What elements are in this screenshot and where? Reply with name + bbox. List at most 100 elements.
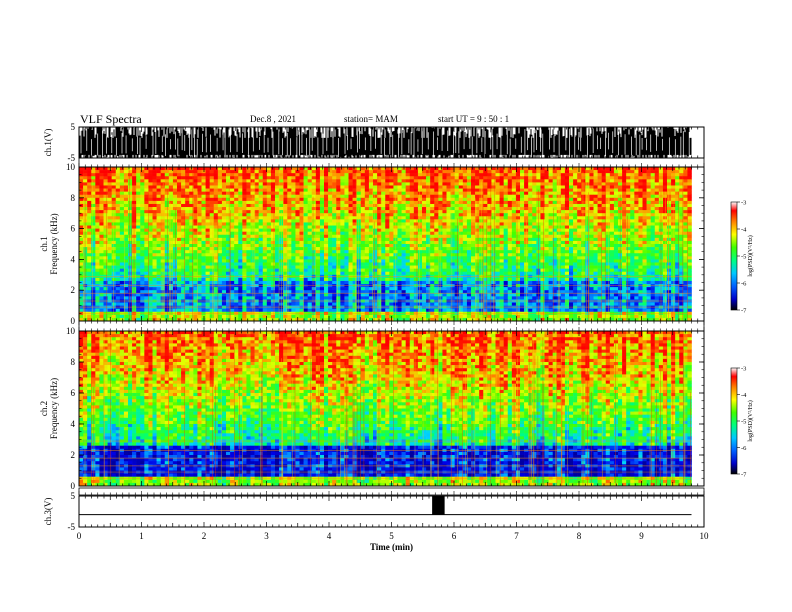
spectrogram-cell	[564, 244, 570, 248]
spectrogram-cell	[630, 225, 635, 229]
spectrogram-cell	[332, 231, 337, 236]
spectrogram-cell	[160, 194, 166, 199]
spectrogram-cell	[242, 259, 247, 263]
spectrogram-cell	[99, 194, 104, 199]
spectrogram-cell	[483, 222, 488, 226]
spectrogram-cell	[577, 167, 582, 171]
spectrogram-cell	[307, 176, 313, 180]
spectrogram-cell	[426, 185, 431, 189]
spectrogram-cell	[401, 225, 406, 229]
spectrogram-cell	[91, 185, 96, 189]
spectrogram-cell	[226, 210, 231, 214]
spectrogram-cell	[185, 225, 190, 229]
spectrogram-cell	[185, 231, 190, 236]
spectrogram-cell	[275, 253, 280, 257]
spectrogram-cell	[107, 216, 112, 220]
spectrogram-cell	[683, 253, 688, 257]
spectrogram-cell	[560, 179, 566, 183]
spectrogram-cell	[605, 194, 611, 199]
spectrogram-cell	[270, 222, 276, 226]
spectrogram-cell	[181, 191, 186, 196]
spectrogram-cell	[205, 213, 210, 217]
spectrogram-cell	[479, 259, 484, 263]
spectrogram-cell	[344, 262, 349, 266]
spectrogram-cell	[667, 222, 672, 226]
spectrogram-cell	[626, 185, 631, 189]
spectrogram-cell	[254, 253, 259, 257]
spectrogram-cell	[381, 237, 386, 242]
spectrogram-cell	[79, 231, 84, 236]
spectrogram-cell	[111, 253, 117, 257]
spectrogram-cell	[634, 210, 639, 214]
spectrogram-cell	[103, 259, 108, 263]
spectrogram-cell	[340, 200, 345, 205]
spectrogram-cell	[332, 194, 337, 199]
spectrogram-cell	[605, 207, 611, 211]
spectrogram-cell	[181, 179, 186, 183]
spectrogram-cell	[189, 219, 194, 223]
spectrogram-cell	[373, 194, 378, 199]
spectrogram-cell	[279, 191, 284, 196]
spectrogram-cell	[507, 240, 513, 245]
spectrogram-cell	[601, 200, 607, 205]
spectrogram-cell	[524, 213, 529, 217]
spectrogram-cell	[389, 231, 394, 236]
spectrogram-cell	[654, 210, 660, 214]
spectrogram-cell	[499, 173, 504, 177]
spectrogram-cell	[209, 225, 215, 229]
spectrogram-cell	[597, 240, 602, 245]
spectrogram-cell	[123, 182, 129, 186]
spectrogram-cell	[454, 176, 460, 180]
spectrogram-cell	[487, 203, 492, 208]
spectrogram-cell	[156, 222, 161, 226]
spectrogram-cell	[605, 256, 611, 260]
spectrogram-cell	[148, 197, 153, 202]
spectrogram-cell	[230, 197, 235, 202]
spectrogram-cell	[462, 240, 468, 245]
spectrogram-cell	[520, 225, 525, 229]
spectrogram-cell	[577, 247, 582, 251]
spectrogram-cell	[99, 237, 104, 242]
spectrogram-cell	[495, 219, 500, 223]
spectrogram-cell	[650, 182, 656, 186]
spectrogram-cell	[450, 240, 455, 245]
spectrogram-cell	[226, 231, 231, 236]
spectrogram-cell	[413, 253, 419, 257]
spectrogram-cell	[291, 203, 296, 208]
spectrogram-cell	[242, 231, 247, 236]
spectrogram-cell	[181, 176, 186, 180]
spectrogram-cell	[483, 219, 488, 223]
spectrogram-cell	[511, 185, 517, 189]
spectrogram-cell	[642, 247, 647, 251]
spectrogram-cell	[172, 203, 178, 208]
spectrogram-cell	[650, 176, 656, 180]
spectrogram-cell	[524, 179, 529, 183]
spectrogram-cell	[675, 200, 680, 205]
spectrogram-cell	[315, 250, 321, 254]
spectrogram-cell	[511, 167, 517, 171]
spectrogram-cell	[299, 250, 304, 254]
spectrogram-cell	[144, 188, 149, 192]
spectrogram-cell	[495, 176, 500, 180]
spectrogram-cell	[246, 222, 251, 226]
spectrogram-cell	[683, 170, 688, 174]
spectrogram-cell	[573, 228, 578, 232]
spectrogram-cell	[270, 240, 276, 245]
spectrogram-cell	[630, 228, 635, 232]
spectrogram-cell	[654, 216, 660, 220]
spectrogram-cell	[385, 250, 390, 254]
spectrogram-cell	[454, 234, 460, 239]
spectrogram-cell	[242, 256, 247, 260]
spectrogram-cell	[634, 222, 639, 226]
spectrogram-cell	[491, 179, 496, 183]
spectrogram-cell	[373, 213, 378, 217]
spectrogram-cell	[364, 240, 370, 245]
spectrogram-cell	[283, 250, 288, 254]
spectrogram-cell	[238, 237, 243, 242]
spectrogram-cell	[377, 173, 382, 177]
spectrogram-cell	[299, 219, 304, 223]
spectrogram-cell	[299, 237, 304, 242]
spectrogram-cell	[287, 213, 292, 217]
spectrogram-cell	[446, 216, 451, 220]
spectrogram-cell	[389, 197, 394, 202]
